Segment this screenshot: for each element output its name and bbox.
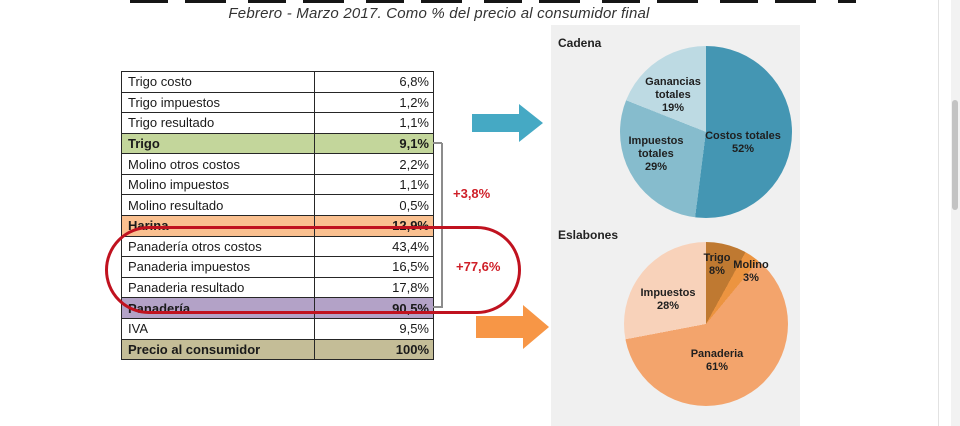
eslabones-chart-title: Eslabones <box>558 228 619 242</box>
cadena-chart-title: Cadena <box>558 36 602 50</box>
table-row: Trigo costo 6,8% <box>122 72 433 93</box>
bracket-tick-trigo <box>433 142 442 144</box>
content-separator-line <box>938 0 939 426</box>
scrollbar-thumb[interactable] <box>952 100 958 210</box>
bracket-tick-panaderia <box>433 306 442 308</box>
row-label: Molino otros costos <box>122 154 315 174</box>
row-label: Precio al consumidor <box>122 339 315 360</box>
slice-pct: 29% <box>644 161 668 173</box>
row-label: Trigo <box>122 133 315 154</box>
table-row: Trigo resultado 1,1% <box>122 113 433 134</box>
slice-pct: 8% <box>709 265 725 277</box>
row-value: 16,5% <box>392 259 429 275</box>
row-value: 2,2% <box>399 156 429 172</box>
pie-label-costos-totales: Costos totales 52% <box>698 130 788 156</box>
table-row: Trigo impuestos 1,2% <box>122 92 433 114</box>
eslabones-pie-chart <box>624 242 788 406</box>
row-label: IVA <box>122 318 315 339</box>
row-label: Molino impuestos <box>122 174 315 195</box>
table-row-trigo-subtotal: Trigo 9,1% <box>122 133 433 155</box>
row-label: Molino resultado <box>122 195 315 216</box>
cost-table: Trigo costo 6,8% Trigo impuestos 1,2% Trig… <box>121 71 434 360</box>
charts-panel: Cadena Costos totales 52% Impuestos tota… <box>551 25 800 426</box>
table-row: Molino impuestos 1,1% <box>122 174 433 196</box>
slice-label: Trigo <box>703 252 731 264</box>
row-label: Panaderia impuestos <box>122 257 315 277</box>
slice-label: Ganancias totales <box>645 76 701 101</box>
slice-pct: 3% <box>743 272 759 284</box>
pie-label-trigo: Trigo 8% <box>695 252 739 278</box>
slice-pct: 19% <box>661 102 685 114</box>
table-row: Molino otros costos 2,2% <box>122 154 433 175</box>
row-value: 1,1% <box>399 177 429 193</box>
table-row-total: Precio al consumidor 100% <box>122 339 433 360</box>
table-row: IVA 9,5% <box>122 318 433 340</box>
row-value: 1,2% <box>399 94 429 110</box>
row-value: 100% <box>395 341 429 357</box>
scrollbar-track[interactable] <box>951 0 960 426</box>
slice-label: Panaderia <box>690 348 744 360</box>
row-label: Panadería otros costos <box>122 236 315 257</box>
page-title: Febrero - Marzo 2017. Como % del precio … <box>228 5 650 22</box>
bracket-line <box>441 143 443 308</box>
teal-right-arrow-icon <box>472 104 543 142</box>
table-row: Panadería otros costos 43,4% <box>122 236 433 258</box>
row-value: 12,9% <box>392 218 429 234</box>
row-value: 1,1% <box>399 115 429 131</box>
row-label: Trigo resultado <box>122 113 315 133</box>
slice-label: Impuestos <box>640 287 696 299</box>
slice-label: Molino <box>733 259 769 271</box>
slice-pct: 52% <box>731 143 755 155</box>
slice-pct: 28% <box>656 300 680 312</box>
slice-pct: 61% <box>705 361 729 373</box>
delta-harina-label: +3,8% <box>453 186 491 201</box>
row-value: 9,5% <box>399 321 429 337</box>
pie-label-impuestos-totales: Impuestos totales 29% <box>619 135 693 174</box>
cropped-text-fragment <box>130 0 856 3</box>
red-highlight-oval <box>105 226 521 314</box>
row-value: 6,8% <box>399 74 429 90</box>
row-value: 0,5% <box>399 197 429 213</box>
row-label: Trigo costo <box>122 72 315 92</box>
row-value: 43,4% <box>392 238 429 254</box>
row-label: Trigo impuestos <box>122 92 315 113</box>
pie-label-molino: Molino 3% <box>726 259 776 285</box>
pie-label-panaderia: Panaderia 61% <box>677 348 757 374</box>
row-value: 9,1% <box>399 136 429 152</box>
table-row: Molino resultado 0,5% <box>122 195 433 217</box>
cadena-pie-chart <box>620 46 792 218</box>
slice-label: Costos totales <box>705 130 781 142</box>
table-row: Panaderia impuestos 16,5% <box>122 257 433 278</box>
pie-label-ganancias-totales: Ganancias totales 19% <box>636 76 710 115</box>
row-label: Panaderia resultado <box>122 277 315 298</box>
row-value: 17,8% <box>392 280 429 296</box>
slice-label: Impuestos totales <box>628 135 684 160</box>
pie-label-impuestos: Impuestos 28% <box>632 287 704 313</box>
table-row: Panaderia resultado 17,8% <box>122 277 433 299</box>
